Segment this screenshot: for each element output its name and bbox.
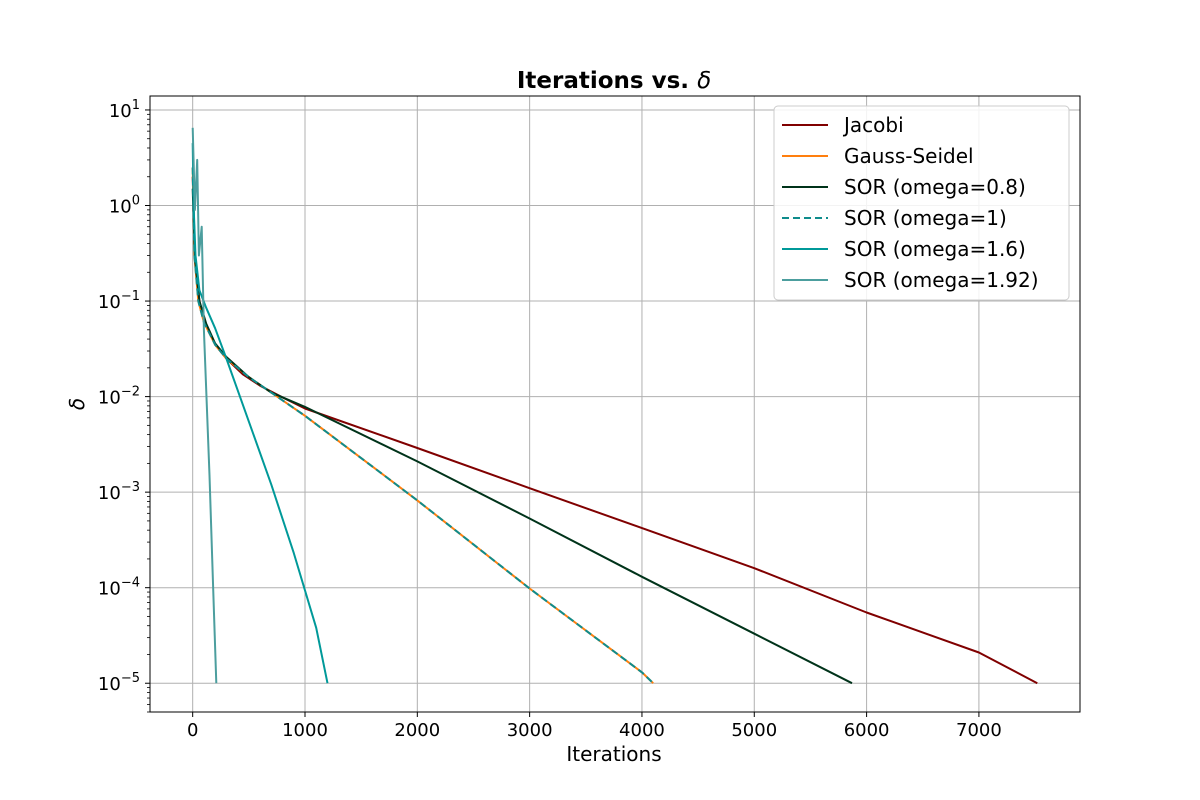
legend-label: SOR (omega=1.92) xyxy=(844,268,1039,292)
series-line xyxy=(191,167,654,684)
x-tick-label: 1000 xyxy=(282,720,328,741)
y-tick-label: 101 xyxy=(109,98,140,122)
legend-label: SOR (omega=1.6) xyxy=(844,237,1026,261)
legend-frame xyxy=(773,105,1070,301)
legend-label: SOR (omega=0.8) xyxy=(844,175,1026,199)
legend: Jacobi Gauss-Seidel SOR (omega=0.8) SOR (om… xyxy=(773,105,1070,301)
x-tick-label: 4000 xyxy=(619,720,665,741)
y-ticks: 101 100 10−1 10−2 10−3 10−4 10−5 xyxy=(98,98,150,713)
chart-title: Iterations vs. δ xyxy=(517,68,711,94)
x-tick-label: 5000 xyxy=(731,720,777,741)
y-tick-label: 10−5 xyxy=(98,671,140,695)
legend-label: Gauss-Seidel xyxy=(844,144,974,168)
x-tick-label: 0 xyxy=(187,720,198,741)
x-tick-label: 6000 xyxy=(844,720,890,741)
series-line xyxy=(191,167,654,684)
legend-label: Jacobi xyxy=(842,113,904,137)
series-line xyxy=(191,188,853,685)
y-tick-label: 10−1 xyxy=(98,289,140,313)
x-axis-label: Iterations xyxy=(566,742,661,766)
plot-frame xyxy=(149,95,1081,713)
series-line xyxy=(191,143,329,684)
x-tick-label: 3000 xyxy=(507,720,553,741)
y-tick-label: 10−3 xyxy=(98,480,140,504)
series-lines xyxy=(191,127,1038,685)
grid xyxy=(150,96,1080,712)
y-tick-label: 10−4 xyxy=(98,576,140,600)
y-tick-label: 100 xyxy=(109,194,140,218)
series-line xyxy=(191,127,218,684)
x-tick-label: 2000 xyxy=(394,720,440,741)
x-ticks: 0 1000 2000 3000 4000 5000 6000 7000 xyxy=(187,712,1002,741)
legend-label: SOR (omega=1) xyxy=(844,206,1007,230)
y-axis-label: δ xyxy=(65,398,89,410)
y-tick-label: 10−2 xyxy=(98,385,140,409)
x-tick-label: 7000 xyxy=(956,720,1002,741)
